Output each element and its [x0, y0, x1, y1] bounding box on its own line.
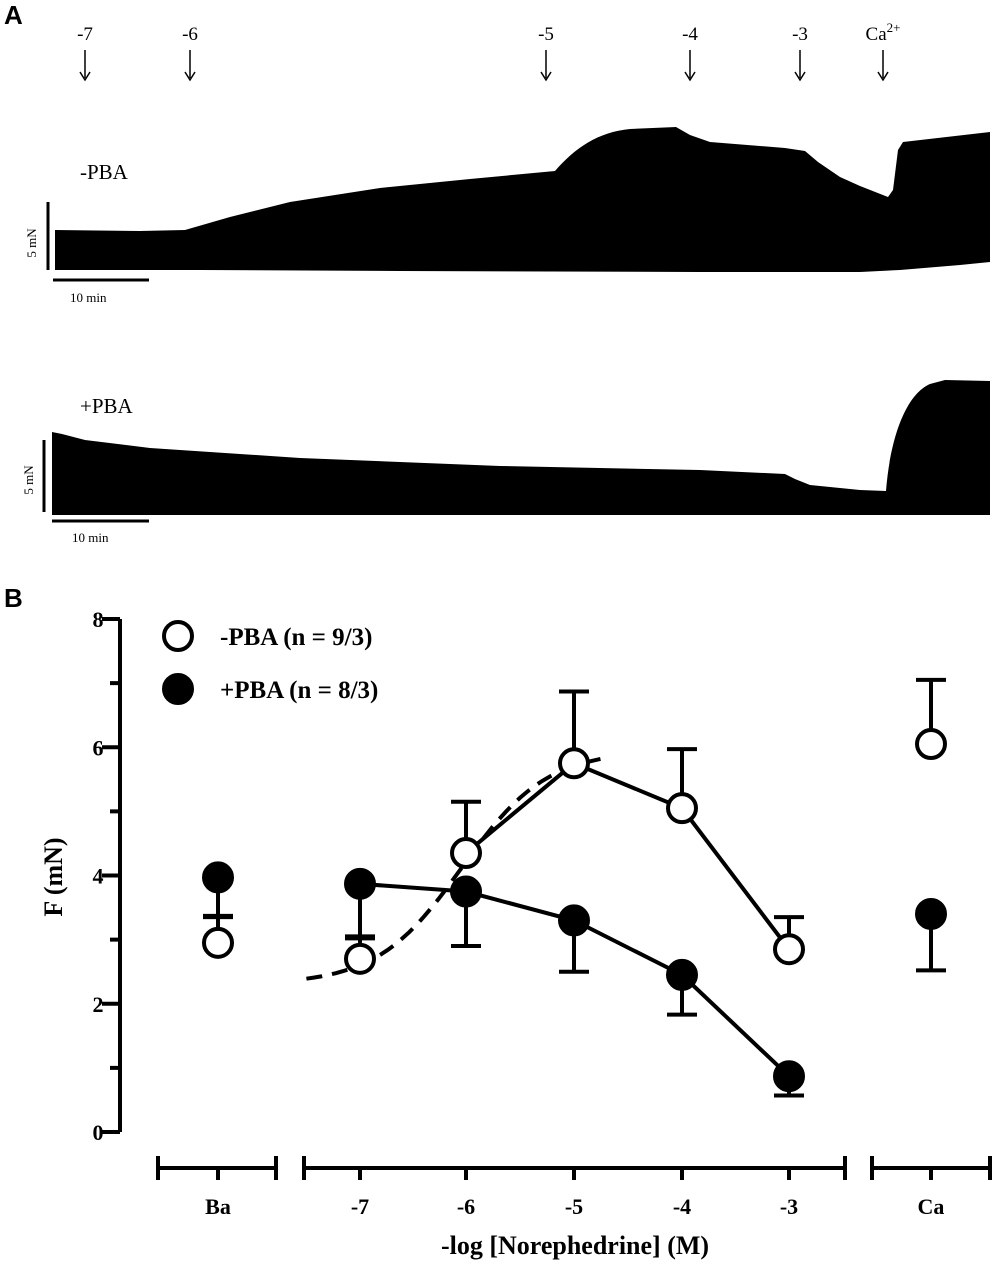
y-axis-title: F (mN)	[39, 837, 68, 916]
data-point-plus-pba	[202, 861, 234, 894]
y-tick-label: 8	[93, 607, 104, 632]
addition-label: -4	[682, 24, 698, 45]
data-point-minus-pba	[558, 747, 590, 780]
data-point-plus-pba	[773, 1060, 805, 1093]
x-axis-title: -log [Norephedrine] (M)	[441, 1231, 709, 1260]
data-point-minus-pba	[202, 926, 234, 959]
dashed-fit-curve	[306, 756, 602, 981]
y-tick-label: 2	[93, 992, 104, 1017]
data-point-plus-pba	[450, 875, 482, 908]
data-point-minus-pba	[915, 728, 947, 761]
addition-marker: -3	[792, 24, 808, 82]
series-line-minus-pba	[464, 760, 791, 951]
addition-label: -5	[538, 24, 554, 45]
data-point-minus-pba	[344, 942, 376, 975]
x-tick-label: -5	[565, 1194, 583, 1219]
data-point-plus-pba	[344, 867, 376, 900]
legend-marker	[162, 620, 194, 652]
x-tick-label: -3	[780, 1194, 798, 1219]
legend-label: -PBA (n = 9/3)	[220, 624, 372, 651]
legend-marker	[162, 673, 194, 705]
trace-label-plus-pba: +PBA	[80, 394, 134, 418]
addition-label: -6	[182, 24, 198, 45]
panel-a-label: A	[4, 0, 23, 30]
panel-b-label: B	[4, 583, 23, 613]
force-scale-label: 5 mN	[21, 465, 36, 495]
x-tick-label: Ba	[205, 1194, 231, 1219]
addition-marker: -6	[182, 24, 198, 82]
trace-minus-pba	[55, 127, 990, 272]
force-scale-label: 5 mN	[24, 228, 39, 258]
data-point-minus-pba	[666, 792, 698, 825]
time-scale-label: 10 min	[72, 530, 109, 545]
x-tick-label: -6	[457, 1194, 475, 1219]
data-point-plus-pba	[666, 958, 698, 991]
y-tick-label: 0	[93, 1120, 104, 1145]
trace-plus-pba	[52, 380, 990, 515]
addition-label-sup: 2+	[887, 20, 901, 35]
legend-label: +PBA (n = 8/3)	[220, 677, 378, 704]
summary-chart: 0 2 4 6 8 F (mN) Ba -7 -6 -5 -4 -3 Ca -log [Norephedr…	[39, 607, 992, 1260]
addition-label: -3	[792, 24, 808, 45]
y-tick-label: 6	[93, 735, 104, 760]
addition-label: -7	[77, 24, 93, 45]
data-point-plus-pba	[558, 904, 590, 937]
data-point-minus-pba	[450, 837, 482, 870]
y-tick-label: 4	[93, 864, 104, 889]
addition-marker: Ca2+	[866, 20, 901, 82]
x-tick-label: Ca	[918, 1194, 945, 1219]
data-point-minus-pba	[773, 933, 805, 966]
addition-marker: -4	[682, 24, 698, 82]
addition-marker: -7	[77, 24, 93, 82]
trace-label-minus-pba: -PBA	[80, 160, 129, 184]
time-scale-label: 10 min	[70, 290, 107, 305]
addition-marker: -5	[538, 24, 554, 82]
addition-label: Ca2+	[866, 20, 901, 45]
data-point-plus-pba	[915, 897, 947, 930]
x-tick-label: -7	[351, 1194, 369, 1219]
x-tick-label: -4	[673, 1194, 691, 1219]
addition-label-base: Ca	[866, 24, 888, 45]
trace-panel: -7 -6 -5 -4 -3 Ca2+	[21, 20, 990, 545]
